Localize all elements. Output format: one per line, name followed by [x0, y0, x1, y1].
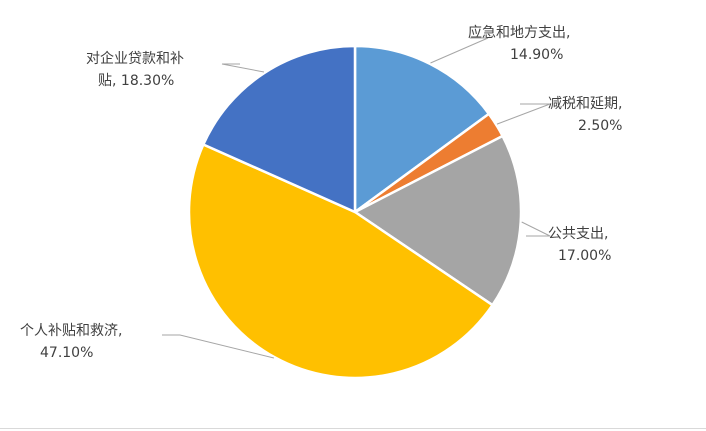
- leader-lines: [162, 37, 551, 359]
- data-label-personal-subsidy-value: 47.10%: [40, 345, 94, 361]
- pie-slices: [187, 44, 523, 380]
- pie-slice-business-loans: [201, 44, 357, 214]
- pie-slice-emergency-local: [353, 44, 491, 215]
- data-label-emergency-local-name: 应急和地方支出,: [468, 25, 571, 41]
- leader-line-personal-subsidy: [162, 334, 275, 359]
- data-label-business-loans-name-line2-value: 贴, 18.30%: [86, 70, 184, 92]
- data-label-public-spending-value: 17.00%: [558, 248, 612, 264]
- data-label-tax-relief: 减税和延期, 2.50%: [548, 93, 622, 137]
- leader-line-business-loans: [221, 63, 265, 73]
- data-label-personal-subsidy-name: 个人补贴和救济,: [20, 323, 123, 339]
- leader-line-emergency-local: [430, 37, 489, 64]
- data-label-personal-subsidy: 个人补贴和救济, 47.10%: [20, 320, 122, 364]
- leader-line-tax-relief: [496, 103, 551, 125]
- data-label-business-loans-name-line2: 贴,: [98, 73, 117, 89]
- data-label-emergency-local-value: 14.90%: [510, 47, 564, 63]
- data-label-public-spending-name: 公共支出,: [548, 226, 609, 242]
- pie-slice-public-spending: [352, 134, 523, 307]
- data-label-public-spending: 公共支出, 17.00%: [548, 223, 611, 267]
- data-label-tax-relief-name: 减税和延期,: [548, 96, 623, 112]
- data-label-business-loans: 对企业贷款和补 贴, 18.30%: [86, 48, 184, 92]
- leader-line-public-spending: [521, 221, 551, 237]
- data-label-emergency-local: 应急和地方支出, 14.90%: [468, 22, 570, 66]
- pie-slice-personal-subsidy: [187, 142, 495, 380]
- data-label-business-loans-value: 18.30%: [120, 73, 175, 89]
- data-label-tax-relief-value: 2.50%: [578, 118, 623, 134]
- chart-bottom-border: [0, 428, 706, 429]
- data-label-business-loans-name-line1: 对企业贷款和补: [86, 51, 184, 67]
